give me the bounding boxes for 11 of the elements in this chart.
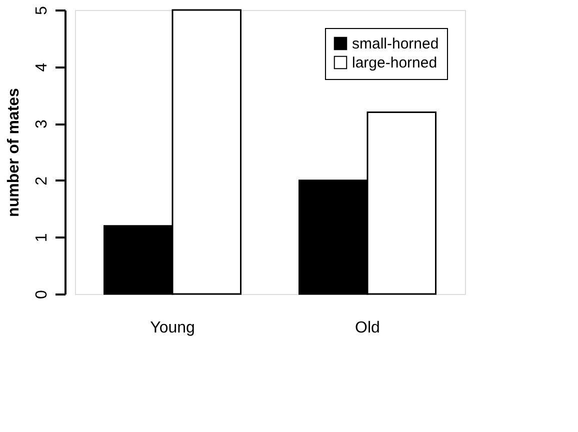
y-tick-label: 3 — [34, 120, 50, 129]
x-tick-label: Young — [150, 320, 195, 336]
x-tick-label: Old — [355, 320, 380, 336]
y-tick-label: 5 — [34, 6, 50, 15]
y-tick-label: 2 — [34, 176, 50, 186]
legend-label: small-horned — [352, 36, 439, 52]
y-axis-title: number of mates — [6, 88, 22, 217]
y-tick-label: 1 — [34, 233, 50, 242]
y-tick-label: 4 — [34, 62, 50, 72]
y-tick-label: 0 — [34, 290, 50, 299]
legend-label: large-horned — [352, 54, 438, 72]
